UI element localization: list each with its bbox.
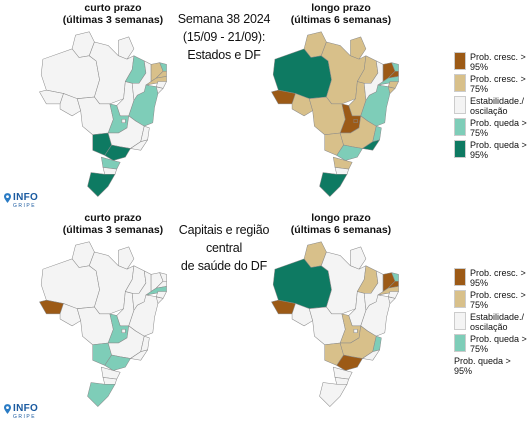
legend-label: Estabilidade./ oscilação <box>470 312 525 332</box>
legend-label: Prob. queda > 95% <box>470 140 527 160</box>
legend-label: Prob. cresc. > 95% <box>470 268 526 288</box>
legend-label: Prob. queda > 75% <box>470 334 527 354</box>
bottom-center-title-line-1: Capitais e região central <box>178 223 270 255</box>
top-center-title: Semana 38 2024 (15/09 - 21/09): Estados … <box>169 10 279 64</box>
bottom-center-title: Capitais e região central de saúde do DF <box>162 221 286 275</box>
logo-text-info: INFO <box>13 403 39 414</box>
logo-text-gripe: GRIPE <box>13 203 37 209</box>
location-pin-icon <box>4 193 11 203</box>
legend-label: Prob. queda > 95% <box>454 356 511 376</box>
state-parana <box>101 156 121 170</box>
legend-label: Estabilidade./ oscilação <box>470 96 525 116</box>
state-distrito-federal <box>353 119 358 123</box>
logo-text-info: INFO <box>13 192 39 203</box>
state-parana <box>101 366 121 380</box>
bottom-left-subtitle-line-2: (últimas 3 semanas) <box>62 224 164 236</box>
legend-swatch <box>454 52 466 70</box>
legend-swatch <box>454 334 466 352</box>
top-legend: Prob. cresc. > 95% Prob. cresc. > 75% Es… <box>454 52 528 162</box>
legend-item-growth-95: Prob. cresc. > 95% <box>454 52 528 74</box>
legend-item-growth-95: Prob. cresc. > 95% <box>454 268 528 290</box>
map-top-long-term <box>271 31 399 197</box>
state-amapa <box>350 36 367 60</box>
state-rio-grande-do-sul <box>87 172 116 197</box>
state-amapa <box>350 246 367 270</box>
top-right-subtitle-line-2: (últimas 6 semanas) <box>290 14 392 26</box>
legend-label: Prob. queda > 75% <box>470 118 527 138</box>
legend-item-drop-95: Prob. queda > 95% <box>454 356 528 378</box>
map-top-short-term <box>39 31 167 197</box>
top-left-subtitle: curto prazo (últimas 3 semanas) <box>48 2 178 26</box>
legend-swatch <box>454 312 466 330</box>
legend-swatch <box>454 74 466 92</box>
legend-item-drop-75: Prob. queda > 75% <box>454 334 528 356</box>
legend-swatch <box>454 140 466 158</box>
state-pernambuco <box>145 286 167 296</box>
legend-swatch <box>454 118 466 136</box>
state-pernambuco <box>145 76 167 86</box>
state-rio-de-janeiro <box>362 349 380 361</box>
top-left-subtitle-line-1: curto prazo <box>84 2 142 14</box>
state-rio-de-janeiro <box>130 139 148 151</box>
bottom-legend: Prob. cresc. > 95% Prob. cresc. > 75% Es… <box>454 268 528 378</box>
legend-item-drop-95: Prob. queda > 95% <box>454 140 528 162</box>
infogripe-logo-top: INFO GRIPE <box>4 193 38 209</box>
state-distrito-federal <box>121 329 126 333</box>
bottom-right-subtitle: longo prazo (últimas 6 semanas) <box>276 212 406 236</box>
state-distrito-federal <box>353 329 358 333</box>
bottom-left-subtitle-line-1: curto prazo <box>84 212 142 224</box>
infogripe-logo-bottom: INFO GRIPE <box>4 404 38 420</box>
top-center-title-line-1: Semana 38 2024 <box>177 12 271 26</box>
top-right-subtitle-line-1: longo prazo <box>311 2 371 14</box>
state-pernambuco <box>377 76 399 86</box>
legend-swatch <box>454 96 466 114</box>
bottom-left-subtitle: curto prazo (últimas 3 semanas) <box>48 212 178 236</box>
map-bottom-long-term <box>271 241 399 407</box>
top-right-subtitle: longo prazo (últimas 6 semanas) <box>276 2 406 26</box>
top-center-title-line-2: (15/09 - 21/09): <box>182 30 266 44</box>
legend-item-growth-75: Prob. cresc. > 75% <box>454 74 528 96</box>
legend-swatch <box>454 290 466 308</box>
state-rio-grande-do-sul <box>319 382 348 407</box>
state-rio-grande-do-sul <box>87 382 116 407</box>
bottom-right-subtitle-line-1: longo prazo <box>311 212 371 224</box>
top-left-subtitle-line-2: (últimas 3 semanas) <box>62 14 164 26</box>
legend-item-stable: Estabilidade./ oscilação <box>454 96 528 118</box>
state-amapa <box>118 246 135 270</box>
legend-item-drop-75: Prob. queda > 75% <box>454 118 528 140</box>
bottom-right-subtitle-line-2: (últimas 6 semanas) <box>290 224 392 236</box>
legend-label: Prob. cresc. > 75% <box>470 290 526 310</box>
bottom-center-title-line-2: de saúde do DF <box>180 259 268 273</box>
state-rio-grande-do-sul <box>319 172 348 197</box>
logo-text-gripe: GRIPE <box>13 414 37 420</box>
legend-item-growth-75: Prob. cresc. > 75% <box>454 290 528 312</box>
top-center-title-line-3: Estados e DF <box>187 48 261 62</box>
state-rio-de-janeiro <box>130 349 148 361</box>
legend-item-stable: Estabilidade./ oscilação <box>454 312 528 334</box>
legend-label: Prob. cresc. > 95% <box>470 52 526 72</box>
state-parana <box>333 366 353 380</box>
location-pin-icon <box>4 404 11 414</box>
state-distrito-federal <box>121 119 126 123</box>
state-pernambuco <box>377 286 399 296</box>
state-amapa <box>118 36 135 60</box>
map-bottom-short-term <box>39 241 167 407</box>
state-parana <box>333 156 353 170</box>
state-rio-de-janeiro <box>362 139 380 151</box>
legend-swatch <box>454 268 466 286</box>
legend-label: Prob. cresc. > 75% <box>470 74 526 94</box>
